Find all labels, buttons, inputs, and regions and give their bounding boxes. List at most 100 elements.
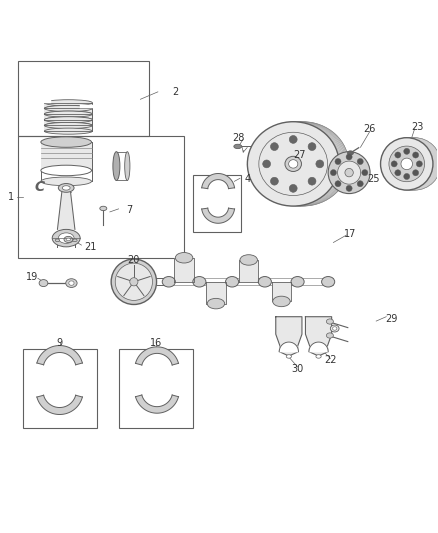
Polygon shape [44,108,92,114]
Text: 26: 26 [364,124,376,134]
Ellipse shape [308,143,316,150]
Ellipse shape [395,152,401,158]
Ellipse shape [289,135,297,143]
Polygon shape [37,395,82,415]
Text: 4: 4 [244,174,251,184]
Polygon shape [135,347,179,365]
Text: 28: 28 [233,133,245,143]
Ellipse shape [345,168,353,177]
Text: 7: 7 [127,205,133,215]
Text: 29: 29 [385,314,398,324]
Text: C: C [35,180,45,194]
Ellipse shape [357,158,363,165]
Ellipse shape [162,277,175,287]
Text: 23: 23 [411,122,424,132]
Polygon shape [41,142,92,171]
Ellipse shape [44,117,92,123]
Polygon shape [239,260,258,282]
Ellipse shape [130,278,138,286]
Ellipse shape [44,128,92,134]
Ellipse shape [326,319,333,324]
Ellipse shape [328,152,370,193]
Ellipse shape [44,117,92,123]
Ellipse shape [289,160,298,168]
Ellipse shape [247,122,339,206]
Ellipse shape [389,146,424,182]
Polygon shape [37,345,82,365]
Bar [18,135,184,258]
Ellipse shape [44,106,92,111]
Ellipse shape [346,154,352,160]
Ellipse shape [115,263,152,301]
Ellipse shape [125,152,130,181]
Ellipse shape [44,111,92,117]
Text: 21: 21 [84,242,96,252]
Polygon shape [44,125,92,131]
Ellipse shape [271,143,279,150]
Ellipse shape [357,181,363,187]
Ellipse shape [338,161,360,184]
Polygon shape [174,258,194,282]
Text: 25: 25 [368,174,380,184]
Ellipse shape [289,184,297,192]
Ellipse shape [44,123,92,128]
Ellipse shape [55,239,60,241]
Ellipse shape [207,298,225,309]
Polygon shape [309,342,328,352]
Ellipse shape [100,206,107,211]
Ellipse shape [316,160,324,168]
Ellipse shape [39,280,48,287]
Ellipse shape [330,325,339,332]
Ellipse shape [113,152,120,181]
Ellipse shape [44,123,92,128]
Polygon shape [279,342,298,352]
Ellipse shape [286,354,291,358]
Ellipse shape [58,233,74,244]
Ellipse shape [44,111,92,117]
Ellipse shape [257,122,349,206]
Polygon shape [206,282,226,304]
Ellipse shape [321,277,335,287]
Text: 17: 17 [344,229,356,239]
Ellipse shape [66,238,71,241]
Ellipse shape [41,165,92,176]
Ellipse shape [69,281,74,285]
Ellipse shape [234,144,242,149]
Ellipse shape [175,253,193,263]
Ellipse shape [66,279,77,287]
Ellipse shape [58,183,74,192]
Ellipse shape [316,354,321,358]
Ellipse shape [413,152,419,158]
Text: 30: 30 [291,364,304,374]
Ellipse shape [44,100,92,106]
Ellipse shape [335,158,341,165]
Ellipse shape [73,239,77,241]
Ellipse shape [41,137,92,147]
Ellipse shape [273,296,290,306]
Ellipse shape [395,169,401,176]
Text: 16: 16 [149,338,162,348]
Bar [119,350,193,428]
Ellipse shape [263,160,271,168]
Ellipse shape [335,181,341,187]
Polygon shape [44,120,92,125]
Ellipse shape [330,169,336,176]
Ellipse shape [193,277,206,287]
Ellipse shape [347,151,353,155]
Ellipse shape [271,177,279,185]
Ellipse shape [44,106,92,111]
Ellipse shape [64,236,73,243]
Text: 19: 19 [26,272,38,282]
Polygon shape [57,192,75,229]
Text: 22: 22 [324,356,336,365]
Ellipse shape [326,333,333,338]
Ellipse shape [391,161,397,167]
Ellipse shape [401,158,413,169]
Ellipse shape [346,185,352,191]
Ellipse shape [381,138,433,190]
Bar [22,350,97,428]
Ellipse shape [285,156,301,172]
Ellipse shape [308,177,316,185]
Polygon shape [201,208,235,223]
Polygon shape [135,395,179,413]
